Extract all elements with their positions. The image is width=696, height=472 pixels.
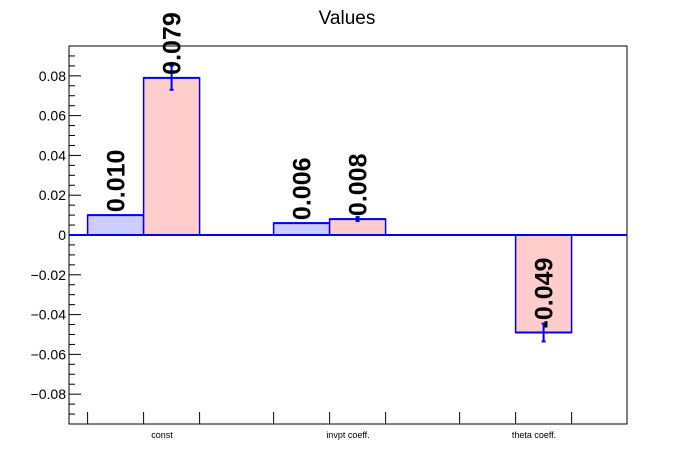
bar	[142, 77, 201, 236]
data-label: 0.010	[103, 150, 131, 213]
x-category-label: const	[151, 430, 173, 440]
y-tick-label: 0.08	[39, 68, 66, 84]
bar	[514, 234, 573, 334]
y-tick-label: −0.02	[31, 267, 67, 283]
y-tick-label: 0.02	[39, 187, 66, 203]
chart-title: Values	[319, 8, 376, 29]
x-category-label: theta coeff.	[512, 430, 556, 440]
y-tick-label: −0.04	[31, 307, 67, 323]
x-category-label: invpt coeff.	[326, 430, 369, 440]
y-tick-label: 0.06	[39, 108, 66, 124]
data-label: 0.006	[289, 158, 317, 221]
y-tick-label: −0.06	[31, 346, 67, 362]
bar	[86, 214, 145, 236]
y-tick-label: 0.04	[39, 147, 66, 163]
plot-area: 0.08 0.06 0.04 0.02 0 −0.02 −0.04 −0.06 −0.08 con…	[31, 12, 628, 440]
data-label: 0.008	[345, 153, 373, 216]
data-label: 0.079	[159, 12, 187, 75]
y-tick-label: 0	[58, 227, 66, 243]
data-label: -0.049	[531, 258, 559, 329]
y-tick-label: −0.08	[31, 386, 67, 402]
bar	[272, 222, 331, 236]
